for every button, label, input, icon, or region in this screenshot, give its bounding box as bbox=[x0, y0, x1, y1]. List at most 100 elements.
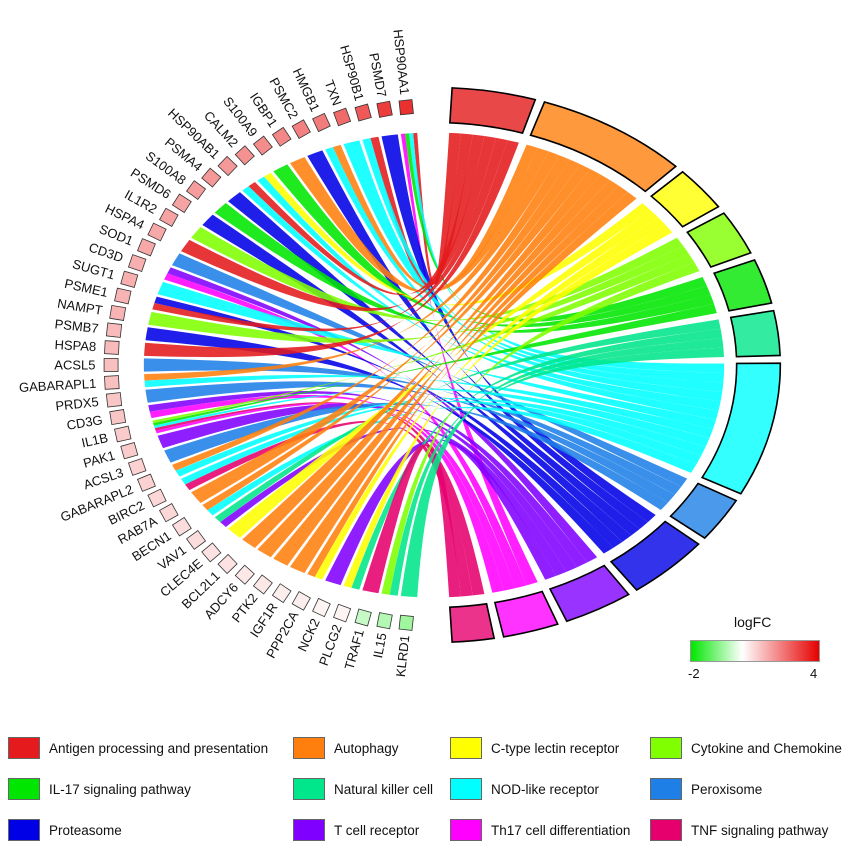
ribbon-IGF1R-autophagy bbox=[289, 185, 628, 574]
arcs-layer bbox=[448, 87, 782, 643]
gene-box-txn bbox=[333, 107, 352, 127]
ribbon-CLEC4E-c-type-lectin-receptor bbox=[228, 210, 659, 538]
gene-label-txn: TXN bbox=[322, 78, 345, 108]
pathway-arc-c-type-lectin-receptor bbox=[649, 170, 720, 228]
gene-box-psme1 bbox=[114, 287, 132, 305]
gene-box-plcg2 bbox=[333, 603, 352, 623]
pathway-arc-th17-cell-differentiation bbox=[493, 590, 559, 638]
ribbon-NAMPT-cytokine-and-chemokine bbox=[148, 245, 689, 343]
legend-item-peroxisome: Peroxisome bbox=[650, 777, 762, 801]
gene-box-vav1 bbox=[185, 529, 207, 550]
ribbon-PSME1-antigen-processing-and-presentation bbox=[152, 137, 508, 332]
legend-swatch bbox=[8, 737, 40, 759]
legend-swatch bbox=[450, 778, 482, 800]
gene-label-plcg2: PLCG2 bbox=[316, 622, 345, 667]
gene-box-traf1 bbox=[354, 608, 372, 627]
gene-box-sod1 bbox=[136, 238, 156, 257]
gene-label-hspa8: HSPA8 bbox=[54, 337, 96, 354]
gene-box-psmd7 bbox=[376, 100, 393, 118]
gene-box-gabarapl2 bbox=[136, 473, 156, 492]
legend-label: TNF signaling pathway bbox=[691, 822, 829, 838]
pathway-arc-tnf-signaling-pathway bbox=[448, 602, 496, 643]
colorbar-max-label: 4 bbox=[810, 666, 818, 681]
pathway-arc-antigen-processing-and-presentation bbox=[448, 87, 537, 135]
gene-box-psma4 bbox=[201, 167, 222, 188]
legend-swatch bbox=[293, 778, 325, 800]
legend-swatch bbox=[8, 819, 40, 841]
gene-box-hsp90aa1 bbox=[398, 99, 414, 116]
ribbon-SOD1-peroxisome bbox=[171, 253, 688, 487]
ribbon-IGBP1-autophagy bbox=[289, 147, 549, 293]
gene-box-acsl5 bbox=[103, 358, 119, 372]
pathway-arc-peroxisome bbox=[669, 482, 738, 540]
ribbon-SUGT1-nod-like-receptor bbox=[157, 281, 716, 429]
gene-label-nampt: NAMPT bbox=[56, 296, 103, 318]
gene-box-hspa8 bbox=[104, 340, 120, 355]
legend-swatch bbox=[293, 819, 325, 841]
pathway-arc-cytokine-and-chemokine bbox=[686, 212, 752, 268]
legend-swatch bbox=[650, 819, 682, 841]
gene-box-clec4e bbox=[201, 542, 222, 563]
gene-label-il1b: IL1B bbox=[80, 430, 109, 450]
ribbon-IL1B-il-17-signaling-pathway bbox=[153, 303, 717, 426]
gene-box-gabarapl1 bbox=[104, 375, 120, 390]
gene-label-prdx5: PRDX5 bbox=[55, 394, 100, 414]
gene-label-cd3g: CD3G bbox=[66, 412, 104, 433]
gene-box-ppp2ca bbox=[291, 591, 311, 611]
legend-item-th17-cell-differentiation: Th17 cell differentiation bbox=[450, 818, 630, 842]
gene-label-traf1: TRAF1 bbox=[341, 628, 367, 672]
ribbon-PSMC2-proteasome bbox=[307, 150, 648, 529]
legend-label: IL-17 signaling pathway bbox=[49, 781, 191, 797]
gene-box-pak1 bbox=[120, 442, 139, 460]
ribbon-BCL2L1-autophagy bbox=[242, 169, 601, 548]
gene-box-ptk2 bbox=[252, 574, 273, 595]
legend-swatch bbox=[8, 778, 40, 800]
legend-swatch bbox=[450, 819, 482, 841]
pathway-arc-t-cell-receptor bbox=[548, 564, 630, 623]
gene-box-sugt1 bbox=[120, 270, 139, 288]
gene-box-s100a8 bbox=[185, 180, 207, 201]
ribbons-layer bbox=[143, 132, 725, 598]
ribbon-NCK2-t-cell-receptor bbox=[325, 439, 557, 586]
chord-diagram: HSP90AA1PSMD7HSP90B1TXNHMGB1PSMC2IGBP1S1… bbox=[19, 29, 782, 678]
pathway-arc-natural-killer-cell bbox=[729, 309, 781, 358]
gene-box-il1b bbox=[114, 425, 132, 443]
legend-item-proteasome: Proteasome bbox=[8, 818, 122, 842]
gene-box-becn1 bbox=[171, 516, 192, 537]
colorbar-min-label: -2 bbox=[688, 666, 700, 681]
legend-item-t-cell-receptor: T cell receptor bbox=[293, 818, 419, 842]
gene-label-psmd7: PSMD7 bbox=[366, 52, 389, 99]
gene-box-cd3g bbox=[109, 409, 127, 426]
gene-box-psmd6 bbox=[171, 193, 192, 214]
legend-item-c-type-lectin-receptor: C-type lectin receptor bbox=[450, 736, 619, 760]
legend-swatch bbox=[450, 737, 482, 759]
legend-label: Proteasome bbox=[49, 822, 122, 838]
legend-label: T cell receptor bbox=[334, 822, 420, 838]
gene-box-hsp90b1 bbox=[354, 103, 372, 122]
gene-box-s100a9 bbox=[252, 135, 273, 156]
ribbon-HSPA8-antigen-processing-and-presentation bbox=[144, 140, 519, 358]
gene-box-igbp1 bbox=[271, 126, 292, 147]
ribbon-PSMD6-proteasome bbox=[202, 214, 632, 542]
gene-box-rab7a bbox=[159, 503, 179, 523]
legend-label: Cytokine and Chemokine bbox=[691, 740, 842, 756]
gene-box-klrd1 bbox=[398, 614, 414, 631]
legend-swatch bbox=[293, 737, 325, 759]
legend-item-autophagy: Autophagy bbox=[293, 736, 399, 760]
legend-swatch bbox=[650, 778, 682, 800]
legend-swatch bbox=[650, 737, 682, 759]
gene-box-cd3d bbox=[127, 254, 147, 272]
gene-box-birc2 bbox=[147, 488, 167, 508]
gene-box-bcl2l1 bbox=[217, 553, 238, 575]
gene-box-il1r2 bbox=[159, 207, 179, 227]
ribbon-IL1B-tnf-signaling-pathway bbox=[154, 402, 485, 596]
legend-label: Th17 cell differentiation bbox=[491, 822, 631, 838]
gene-box-prdx5 bbox=[105, 392, 123, 408]
pathway-arc-nod-like-receptor bbox=[700, 362, 782, 495]
colorbar-title: logFC bbox=[734, 614, 772, 630]
gene-box-psmc2 bbox=[291, 119, 311, 139]
gene-label-nck2: NCK2 bbox=[295, 616, 323, 654]
ribbon-PRDX5-peroxisome bbox=[145, 381, 675, 503]
gene-label-hsp90aa1: HSP90AA1 bbox=[390, 29, 412, 96]
pathway-arc-proteasome bbox=[609, 520, 700, 592]
